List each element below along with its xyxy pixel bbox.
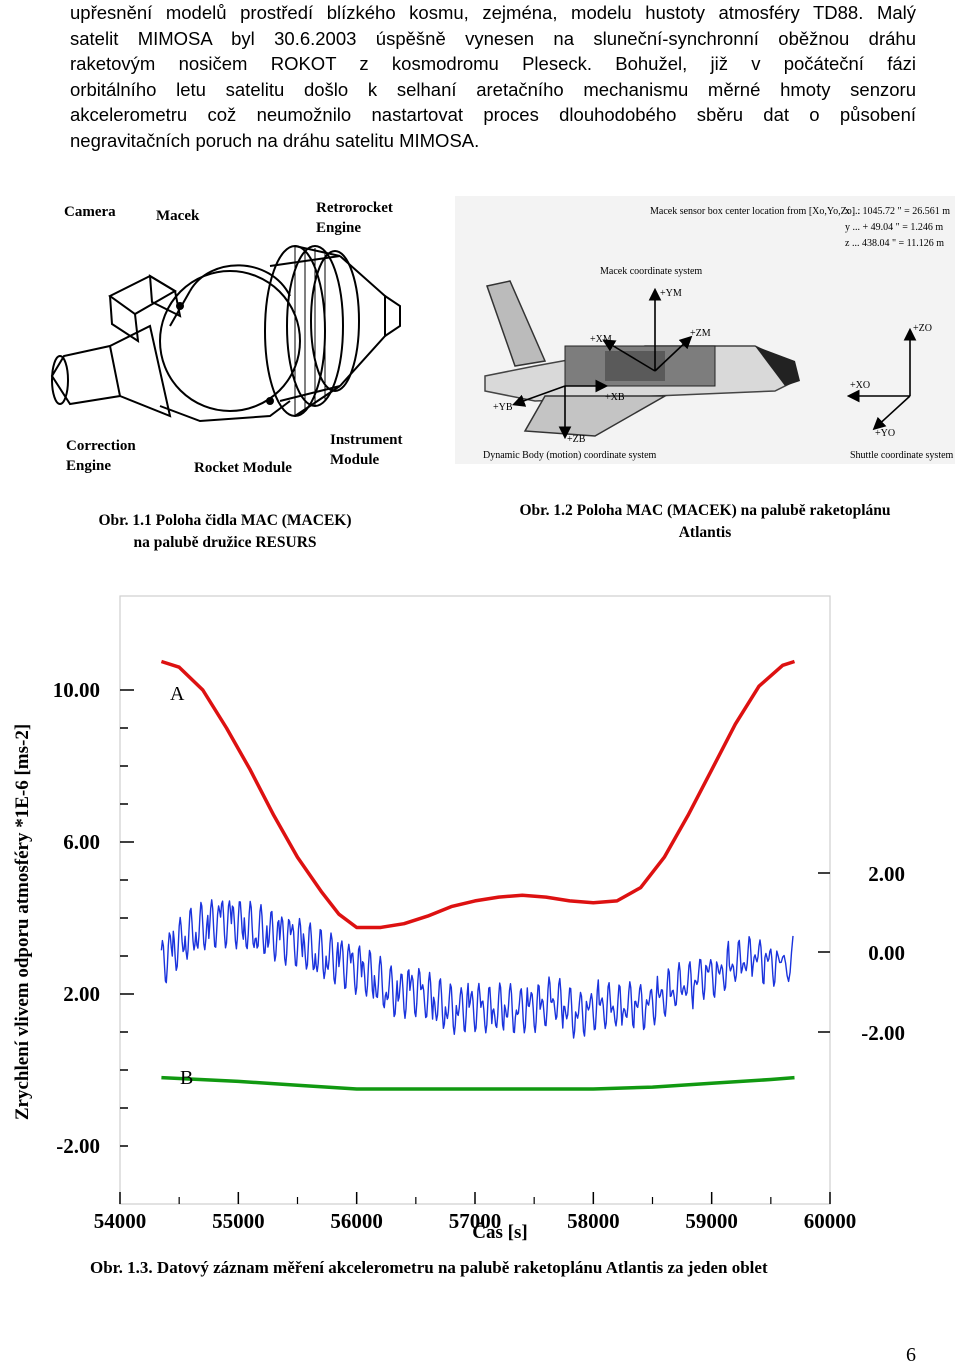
- fig2-sensor-location: Macek sensor box center location from [X…: [650, 206, 860, 217]
- y-tick-label: 6.00: [63, 830, 100, 854]
- fig2-z-val: z ... 438.04 " = 11.126 m: [845, 238, 944, 249]
- label-rocket-module: Rocket Module: [194, 460, 292, 476]
- fig2-ym: +YM: [660, 288, 682, 299]
- x-tick-label: 57000: [449, 1209, 502, 1233]
- fig1-caption: Obr. 1.1 Poloha čidla MAC (MACEK) na pal…: [40, 510, 410, 554]
- paragraph-line: raketovým nosičem ROKOT z kosmodromu Ple…: [70, 53, 916, 75]
- y-tick-label: -2.00: [56, 1134, 100, 1158]
- resurs-satellite-illustration: [50, 245, 401, 423]
- shuttle-illustration: Macek sensor box center location from [X…: [483, 206, 954, 461]
- series-line-B: [161, 1075, 795, 1091]
- fig2-yb: +YB: [493, 402, 513, 413]
- y-right-tick-label: 2.00: [868, 862, 905, 886]
- chart-x-axis-label: Čas [s]: [472, 1222, 528, 1243]
- fig2-caption-line2: Atlantis: [678, 524, 732, 541]
- series-line-raw: [160, 899, 794, 1039]
- fig2-caption: Obr. 1.2 Poloha MAC (MACEK) na palubě ra…: [455, 500, 955, 544]
- fig2-zm: +ZM: [690, 328, 711, 339]
- fig3-caption: Obr. 1.3. Datový záznam měření akcelerom…: [90, 1258, 768, 1277]
- page-number: 6: [906, 1344, 916, 1366]
- fig2-shuttle-coord: Shuttle coordinate system: [850, 450, 954, 461]
- fig1-caption-line2: na palubě družice RESURS: [133, 534, 317, 551]
- fig2-y-val: y ... + 49.04 " = 1.246 m: [845, 222, 943, 233]
- fig2-macek-coord: Macek coordinate system: [600, 266, 702, 277]
- label-macek: Macek: [156, 208, 200, 224]
- y-right-tick-label: 0.00: [868, 941, 905, 965]
- label-retrorocket: Retrorocket Engine: [316, 200, 393, 236]
- fig2-dynamic-body: Dynamic Body (motion) coordinate system: [483, 450, 657, 461]
- fig1-caption-line1: Obr. 1.1 Poloha čidla MAC (MACEK): [98, 512, 352, 529]
- x-tick-label: 58000: [567, 1209, 620, 1233]
- paragraph-line: orbitálního letu satelitu došlo k selhan…: [70, 78, 916, 100]
- figure-resurs-drawing: Camera Macek Retrorocket Engine Correcti…: [40, 196, 440, 486]
- fig2-xo: +XO: [850, 380, 870, 391]
- body-paragraph: upřesnění modelů prostředí blízkého kosm…: [70, 0, 916, 154]
- annotation-b: B: [180, 1067, 193, 1089]
- label-instrument-module: Instrument Module: [330, 432, 403, 468]
- annotation-a: A: [170, 683, 185, 705]
- series-line-A: [160, 659, 796, 930]
- accelerometer-chart: 10.00 6.00 2.00 -2.00 2.00 0.00 -2.00 54000 5500…: [53, 595, 905, 1233]
- x-tick-label: 55000: [212, 1209, 265, 1233]
- paragraph-line: akcelerometru což neumožnilo nastartovat…: [70, 104, 916, 126]
- paragraph-line: satelit MIMOSA byl 30.6.2003 úspěšně vyn…: [70, 27, 916, 49]
- fig2-yo: +YO: [875, 428, 895, 439]
- label-correction-engine: Correction Engine: [66, 438, 136, 474]
- y-tick-label: 10.00: [53, 678, 100, 702]
- y-tick-label: 2.00: [63, 982, 100, 1006]
- x-tick-label: 56000: [330, 1209, 383, 1233]
- y-right-tick-label: -2.00: [861, 1021, 905, 1045]
- chart-y-axis-label: Zrychlení vlivem odporu atmosféry *1E-6 …: [12, 723, 33, 1121]
- x-tick-label: 54000: [94, 1209, 147, 1233]
- paragraph-line: negravitačních poruch na dráhu satelitu …: [70, 129, 480, 151]
- fig2-xm: +XM: [590, 334, 612, 345]
- fig2-x-val: x ... 1045.72 " = 26.561 m: [845, 206, 950, 217]
- figure-atlantis-shuttle: Macek sensor box center location from [X…: [455, 196, 955, 464]
- x-tick-label: 60000: [804, 1209, 857, 1233]
- label-camera: Camera: [64, 204, 116, 220]
- fig2-zo: +ZO: [913, 323, 932, 334]
- fig2-zb: +ZB: [567, 434, 586, 445]
- x-tick-label: 59000: [685, 1209, 738, 1233]
- paragraph-line: upřesnění modelů prostředí blízkého kosm…: [70, 2, 916, 23]
- fig2-caption-line1: Obr. 1.2 Poloha MAC (MACEK) na palubě ra…: [519, 502, 891, 519]
- fig2-xb: +XB: [605, 392, 625, 403]
